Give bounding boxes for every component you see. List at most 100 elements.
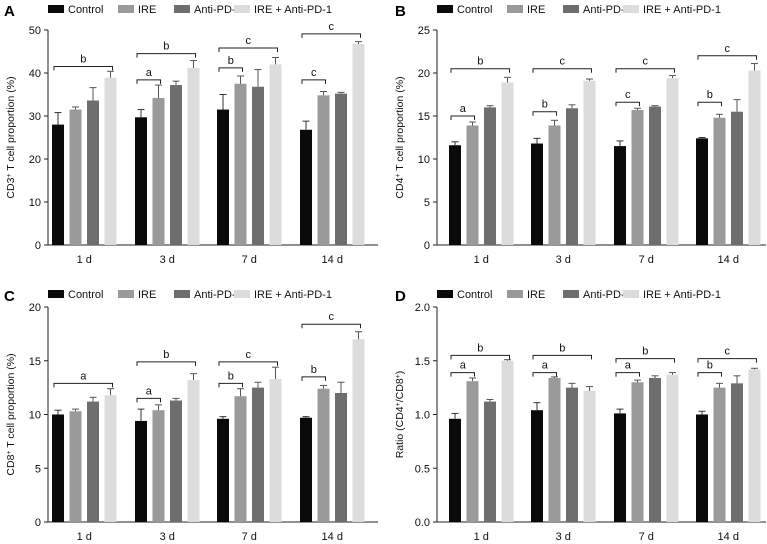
- significance-bracket: [218, 47, 278, 53]
- x-tick-label: 3 d: [160, 254, 175, 266]
- panel-letter: C: [4, 288, 15, 305]
- bar: [87, 100, 99, 246]
- y-axis-label-sup: +: [6, 450, 13, 454]
- bar: [135, 117, 147, 245]
- significance-bracket: [532, 68, 592, 73]
- significance-label: b: [559, 342, 565, 354]
- significance-bracket: [53, 382, 113, 388]
- bar: [731, 111, 743, 245]
- bar: [252, 387, 264, 522]
- significance-label: a: [146, 385, 153, 397]
- significance-bracket: [53, 66, 113, 71]
- y-tick-label: 1.5: [415, 356, 430, 368]
- y-axis-label-rest: T cell proportion (%): [5, 76, 17, 173]
- significance-label: a: [625, 360, 632, 372]
- legend-label-4: IRE + Anti-PD-1: [254, 4, 332, 16]
- bar: [104, 395, 117, 522]
- legend-label-3: Anti-PD-1: [583, 4, 631, 16]
- bar: [300, 129, 312, 245]
- bar: [317, 388, 330, 522]
- y-tick-label: 50: [29, 25, 41, 37]
- y-tick-label: 0.0: [415, 517, 430, 529]
- bar: [300, 417, 312, 522]
- x-tick-label: 7 d: [242, 254, 257, 266]
- bar: [69, 411, 82, 522]
- y-tick-label: 40: [29, 68, 41, 80]
- significance-label: b: [542, 99, 548, 111]
- x-tick-label: 14 d: [718, 254, 739, 266]
- bar: [152, 97, 165, 245]
- significance-bracket: [697, 101, 722, 107]
- bar: [449, 418, 461, 522]
- panel-letter: A: [4, 3, 15, 20]
- bar: [566, 108, 578, 245]
- bar: [269, 379, 282, 522]
- y-tick-label: 5: [35, 463, 41, 475]
- bar: [217, 109, 229, 245]
- bar: [466, 125, 479, 245]
- bar: [187, 380, 200, 522]
- significance-bracket: [136, 397, 161, 403]
- panel-letter: B: [395, 3, 406, 20]
- legend-swatch-4: [234, 290, 250, 298]
- bar: [548, 377, 561, 522]
- bar: [317, 95, 330, 245]
- y-axis-label: Ratio (CD4+/CD8+): [394, 371, 406, 459]
- y-axis-label-rest: T cell proportion (%): [5, 353, 17, 450]
- bar: [501, 82, 514, 246]
- significance-label: b: [80, 54, 86, 66]
- legend-label-4: IRE + Anti-PD-1: [643, 289, 721, 301]
- y-tick-label: 20: [29, 302, 41, 314]
- significance-bracket: [615, 101, 640, 107]
- bar: [731, 383, 743, 522]
- legend-swatch-3: [563, 5, 579, 13]
- panel-letter: D: [395, 288, 406, 305]
- significance-label: a: [80, 370, 87, 382]
- significance-bracket: [301, 323, 361, 329]
- y-tick-label: 0: [35, 517, 41, 529]
- legend-swatch-1: [48, 5, 64, 13]
- bar: [352, 339, 365, 522]
- bar: [135, 420, 147, 522]
- significance-bracket: [301, 33, 361, 38]
- significance-label: c: [560, 56, 566, 68]
- x-tick-label: 7 d: [242, 531, 257, 543]
- bar: [52, 414, 64, 522]
- y-tick-label: 20: [418, 68, 430, 80]
- legend-label-2: IRE: [527, 289, 545, 301]
- bar: [583, 80, 596, 246]
- legend-label-1: Control: [68, 289, 103, 301]
- x-tick-label: 1 d: [77, 531, 92, 543]
- bar: [713, 387, 726, 522]
- bar: [484, 401, 496, 522]
- bar: [631, 382, 644, 522]
- y-axis-label-sup: +: [395, 402, 402, 406]
- significance-label: c: [725, 43, 731, 55]
- bar: [234, 83, 247, 245]
- legend-label-4: IRE + Anti-PD-1: [643, 4, 721, 16]
- significance-label: b: [163, 349, 169, 361]
- significance-label: c: [329, 311, 335, 323]
- legend-label-2: IRE: [527, 4, 545, 16]
- significance-label: c: [725, 346, 731, 358]
- significance-label: a: [460, 360, 467, 372]
- y-tick-label: 15: [418, 111, 430, 123]
- x-tick-label: 14 d: [718, 531, 739, 543]
- bar: [666, 78, 679, 245]
- y-tick-label: 1.0: [415, 410, 430, 422]
- bar: [696, 138, 708, 245]
- y-tick-label: 30: [29, 111, 41, 123]
- bar: [449, 145, 461, 245]
- significance-label: a: [542, 360, 549, 372]
- significance-bracket: [218, 382, 243, 388]
- bar: [614, 413, 626, 522]
- y-axis-label-sup: +: [6, 173, 13, 177]
- y-axis-label: CD8+ T cell proportion (%): [5, 353, 17, 475]
- chart-panel-c: C Control IRE Anti-PD-1 IRE + Anti-PD-1 0 5 10 1…: [4, 288, 378, 543]
- y-axis-label: CD4+ T cell proportion (%): [394, 76, 406, 198]
- legend-swatch-2: [118, 290, 134, 298]
- y-tick-label: 10: [29, 410, 41, 422]
- significance-label: b: [163, 41, 169, 53]
- bar: [748, 70, 761, 245]
